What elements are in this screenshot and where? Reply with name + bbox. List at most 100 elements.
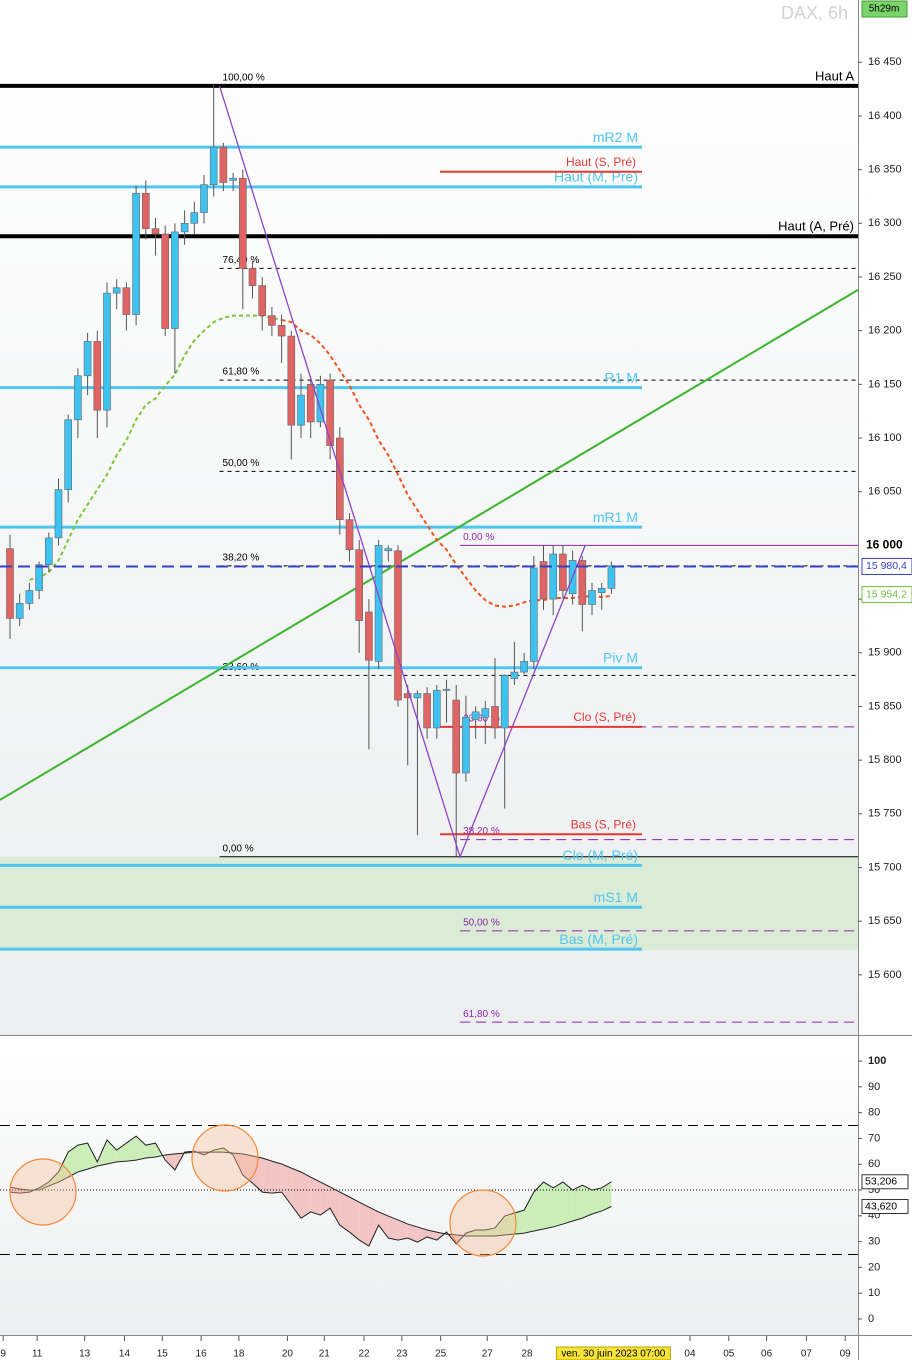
candle-body — [500, 675, 509, 729]
y-tick-label: 16 250 — [868, 271, 902, 283]
candle-body — [258, 285, 267, 316]
candle-body — [394, 550, 402, 701]
candle-body — [530, 567, 538, 662]
y-tick-label: 16 200 — [868, 325, 902, 337]
highlight-circle — [449, 1189, 517, 1257]
oscillator-fill — [213, 1147, 224, 1153]
cursor-label: ven. 30 juin 2023 07:00 — [561, 1349, 665, 1360]
highlight-circle — [9, 1158, 77, 1226]
oscillator-fill — [48, 1171, 59, 1186]
oscillator-line — [9, 1135, 612, 1247]
oscillator-fill — [601, 1181, 612, 1211]
candle-body — [219, 146, 228, 183]
candle-body — [161, 233, 169, 329]
oscillator-fill — [388, 1216, 399, 1241]
y-tick-label: 10 — [868, 1287, 880, 1299]
y-tick-label: 15 650 — [868, 915, 902, 927]
candle-body — [132, 192, 140, 315]
x-tick-label: 18 — [233, 1349, 245, 1360]
candle-body — [6, 548, 14, 619]
oscillator-fill — [572, 1185, 583, 1221]
x-tick-label: 04 — [684, 1349, 696, 1360]
fib-label: 50,00 % — [223, 458, 260, 469]
value-marker-label: 53,206 — [865, 1176, 897, 1188]
y-tick-label: 80 — [868, 1107, 880, 1119]
x-tick-label: 16 — [196, 1349, 208, 1360]
oscillator-fill — [562, 1182, 573, 1225]
candle-body — [365, 611, 373, 661]
oscillator-fill — [301, 1171, 311, 1219]
candle-body — [423, 693, 431, 729]
candle-body — [355, 549, 364, 621]
fib-label: 50,00 % — [463, 917, 500, 928]
chart-title: DAX, 6h — [781, 3, 848, 23]
oscillator-panel — [0, 1035, 858, 1335]
y-tick-label: 15 700 — [868, 861, 902, 873]
y-tick-label: 16 150 — [868, 378, 902, 390]
x-tick-label: 28 — [521, 1349, 533, 1360]
candle-body — [336, 437, 344, 520]
y-tick-label: 20 — [868, 1261, 880, 1273]
y-tick-label: 16 050 — [868, 486, 902, 498]
x-tick-label: 09 — [840, 1349, 852, 1360]
oscillator-fill — [242, 1153, 253, 1184]
candle-body — [403, 693, 412, 699]
moving-average — [29, 314, 282, 581]
oscillator-fill — [417, 1226, 428, 1243]
level-label: Haut (S, Pré) — [566, 155, 636, 169]
candle-body — [491, 706, 499, 729]
oscillator-fill — [136, 1136, 146, 1161]
y-tick-label: 100 — [868, 1055, 886, 1067]
oscillator-fill — [339, 1192, 350, 1233]
level-label: Piv M — [603, 650, 638, 666]
candle-body — [200, 184, 208, 213]
fib-label: 0,00 % — [223, 843, 254, 854]
oscillator-fill — [145, 1143, 156, 1159]
candle-body — [209, 146, 218, 185]
y-tick-label: 15 750 — [868, 808, 902, 820]
candle-body — [452, 699, 461, 774]
y-tick-label: 15 600 — [868, 969, 902, 981]
x-tick-label: 07 — [801, 1349, 813, 1360]
candle-body — [510, 671, 519, 679]
level-label: R1 M — [605, 369, 638, 385]
level-label: Haut (A, Pré) — [778, 219, 854, 234]
value-marker-label: 43,620 — [865, 1200, 897, 1212]
candle-body — [248, 268, 257, 286]
fib-label: 38,20 % — [463, 826, 500, 837]
candle-body — [520, 661, 528, 673]
y-tick-label: 15 850 — [868, 700, 902, 712]
trendline — [0, 289, 859, 801]
candle-body — [374, 545, 383, 662]
zigzag — [218, 85, 586, 859]
oscillator-fill — [165, 1153, 175, 1170]
oscillator-fill — [68, 1145, 78, 1178]
price-marker-box — [861, 557, 912, 575]
candle-body — [326, 379, 334, 446]
candle-body — [316, 384, 325, 423]
y-tick-label: 16 300 — [868, 217, 902, 229]
candle-body — [83, 341, 92, 377]
oscillator-fill — [262, 1158, 272, 1194]
oscillator-fill — [291, 1168, 302, 1219]
oscillator-fill — [126, 1136, 137, 1162]
y-tick-label: 16 350 — [868, 164, 902, 176]
candle-body — [190, 212, 199, 224]
oscillator-fill — [398, 1219, 408, 1241]
fib-label: 61,80 % — [463, 1009, 500, 1020]
level-label: Bas (S, Pré) — [571, 817, 636, 831]
oscillator-fill — [495, 1216, 505, 1236]
oscillator-fill — [271, 1161, 282, 1194]
cursor-box — [555, 1346, 671, 1360]
price-marker-label: 15 954,2 — [866, 588, 907, 600]
candle-body — [151, 228, 160, 235]
oscillator-fill — [106, 1139, 117, 1164]
candle-body — [44, 537, 53, 566]
oscillator-fill — [116, 1143, 127, 1162]
candle-body — [297, 394, 305, 426]
oscillator-fill — [368, 1207, 379, 1247]
highlight-circle — [191, 1124, 259, 1192]
level-label: Bas (M, Pré) — [559, 931, 638, 947]
